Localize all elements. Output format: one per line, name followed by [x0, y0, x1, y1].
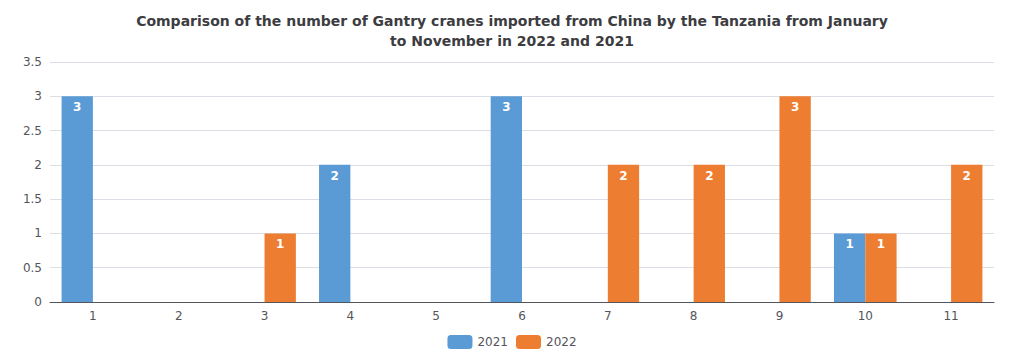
svg-text:2: 2: [175, 309, 183, 323]
svg-text:2: 2: [619, 169, 627, 183]
svg-text:8: 8: [690, 309, 698, 323]
svg-text:3: 3: [791, 100, 799, 114]
svg-text:0.5: 0.5: [23, 261, 42, 275]
svg-text:3: 3: [502, 100, 510, 114]
svg-text:1.5: 1.5: [23, 192, 42, 206]
svg-text:2: 2: [34, 158, 42, 172]
svg-text:6: 6: [518, 309, 526, 323]
svg-text:11: 11: [943, 309, 958, 323]
svg-text:9: 9: [776, 309, 784, 323]
svg-text:2: 2: [331, 169, 339, 183]
svg-text:2: 2: [705, 169, 713, 183]
svg-text:0: 0: [34, 295, 42, 309]
svg-text:2021: 2021: [477, 335, 508, 349]
svg-text:3: 3: [261, 309, 269, 323]
svg-text:1: 1: [34, 226, 42, 240]
svg-text:2.5: 2.5: [23, 124, 42, 138]
svg-text:1: 1: [89, 309, 97, 323]
svg-text:1: 1: [845, 237, 853, 251]
svg-text:1: 1: [276, 237, 284, 251]
svg-text:to November in 2022 and 2021: to November in 2022 and 2021: [390, 33, 634, 49]
svg-text:Comparison of the number of Ga: Comparison of the number of Gantry crane…: [136, 13, 888, 29]
svg-text:4: 4: [347, 309, 355, 323]
svg-text:3: 3: [34, 89, 42, 103]
svg-text:2022: 2022: [546, 335, 577, 349]
svg-text:10: 10: [858, 309, 873, 323]
svg-text:3: 3: [73, 100, 81, 114]
svg-text:3.5: 3.5: [23, 55, 42, 69]
svg-text:5: 5: [432, 309, 440, 323]
svg-text:2: 2: [963, 169, 971, 183]
svg-text:1: 1: [877, 237, 885, 251]
svg-text:7: 7: [604, 309, 612, 323]
